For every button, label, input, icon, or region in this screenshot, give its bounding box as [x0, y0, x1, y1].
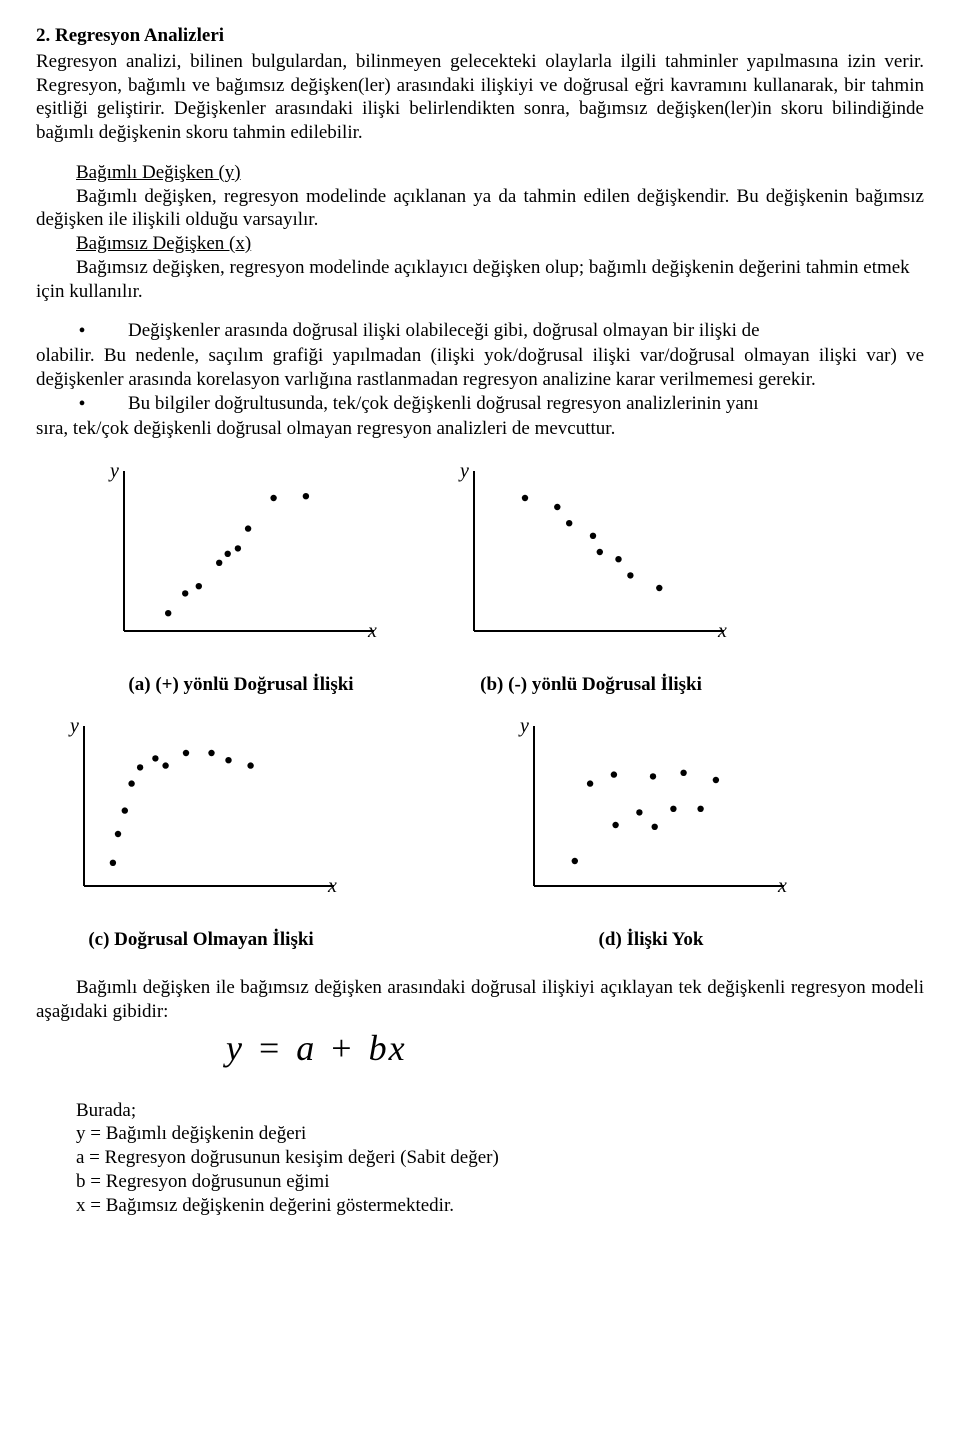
bullet-item: • Bu bilgiler doğrultusunda, tek/çok değ…: [36, 392, 924, 417]
model-sentence: Bağımlı değişken ile bağımsız değişken a…: [36, 976, 924, 1024]
definition-y: y = Bağımlı değişkenin değeri: [76, 1122, 924, 1146]
bullet-text: Bu bilgiler doğrultusunda, tek/çok değiş…: [128, 392, 924, 417]
scatter-panel-c: yx (c) Doğrusal Olmayan İlişki: [56, 714, 346, 952]
intro-paragraph: Regresyon analizi, bilinen bulgulardan, …: [36, 50, 924, 145]
svg-text:x: x: [367, 620, 377, 642]
definition-a: a = Regresyon doğrusunun kesişim değeri …: [76, 1146, 924, 1170]
formula-bx: bx: [369, 1028, 407, 1068]
definition-b: b = Regresyon doğrusunun eğimi: [76, 1170, 924, 1194]
scatter-caption-c: (c) Doğrusal Olmayan İlişki: [88, 928, 313, 952]
definitions-block: Burada; y = Bağımlı değişkenin değeri a …: [76, 1099, 924, 1218]
definition-x: x = Bağımsız değişkenin değerini gösterm…: [76, 1194, 924, 1218]
independent-text-line1: Bağımsız değişken, regresyon modelinde a…: [36, 256, 924, 304]
scatter-chart-d: yx: [506, 714, 796, 904]
bullet2-continuation: sıra, tek/çok değişkenli doğrusal olmaya…: [36, 417, 924, 441]
definitions-title: Burada;: [76, 1099, 924, 1123]
bullet-item: • Değişkenler arasında doğrusal ilişki o…: [36, 319, 924, 344]
formula-y: y: [226, 1028, 244, 1068]
svg-text:x: x: [717, 620, 727, 642]
svg-text:x: x: [327, 875, 337, 897]
scatter-caption-b: (b) (-) yönlü Doğrusal İlişki: [480, 673, 702, 697]
bullet-list: • Değişkenler arasında doğrusal ilişki o…: [36, 319, 924, 440]
scatter-caption-a: (a) (+) yönlü Doğrusal İlişki: [128, 673, 353, 697]
bullet-text: Değişkenler arasında doğrusal ilişki ola…: [128, 319, 924, 344]
independent-title: Bağımsız Değişken (x): [36, 232, 924, 256]
scatter-panel-d: yx (d) İlişki Yok: [506, 714, 796, 952]
document-page: 2. Regresyon Analizleri Regresyon analiz…: [0, 0, 960, 1438]
svg-text:y: y: [108, 460, 119, 482]
svg-text:y: y: [458, 460, 469, 482]
scatter-row-2: yx (c) Doğrusal Olmayan İlişki yx (d) İl…: [56, 714, 924, 952]
definition-dependent: Bağımlı Değişken (y) Bağımlı değişken, r…: [36, 161, 924, 304]
svg-text:y: y: [518, 715, 529, 737]
formula-plus: +: [327, 1028, 357, 1068]
formula-equals: =: [255, 1028, 285, 1068]
bullet-dot-icon: •: [36, 392, 128, 417]
regression-formula: y = a + bx: [226, 1026, 924, 1071]
scatter-row-1: yx (a) (+) yönlü Doğrusal İlişki yx (b) …: [96, 459, 924, 697]
scatter-caption-d: (d) İlişki Yok: [599, 928, 704, 952]
bullet1-continuation: olabilir. Bu nedenle, saçılım grafiği ya…: [36, 344, 924, 392]
scatter-panel-b: yx (b) (-) yönlü Doğrusal İlişki: [446, 459, 736, 697]
scatter-panel-a: yx (a) (+) yönlü Doğrusal İlişki: [96, 459, 386, 697]
scatter-chart-c: yx: [56, 714, 346, 904]
scatter-chart-a: yx: [96, 459, 386, 649]
dependent-text: Bağımlı değişken, regresyon modelinde aç…: [36, 185, 924, 233]
scatter-chart-b: yx: [446, 459, 736, 649]
section-heading: 2. Regresyon Analizleri: [36, 24, 924, 48]
svg-text:x: x: [777, 875, 787, 897]
dependent-title: Bağımlı Değişken (y): [36, 161, 924, 185]
svg-text:y: y: [68, 715, 79, 737]
formula-a: a: [296, 1028, 316, 1068]
bullet-dot-icon: •: [36, 319, 128, 344]
